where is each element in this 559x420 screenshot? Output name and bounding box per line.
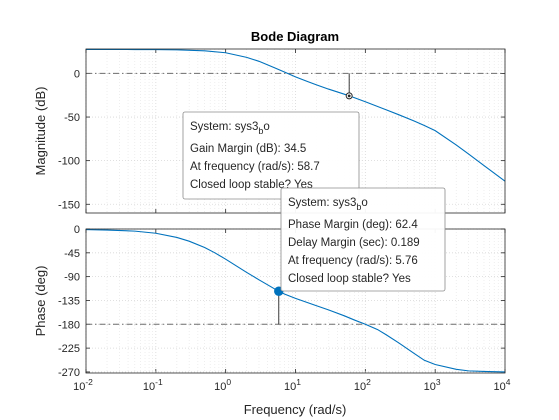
datatip-line: Delay Margin (sec): 0.189 [288,237,420,249]
x-tick-label: 10-1 [143,377,163,393]
datatip-system-label: System: sys3bo [190,121,270,136]
chart-title: Bode Diagram [251,29,339,44]
datatip-line: At frequency (rad/s): 58.7 [190,161,320,173]
datatip-line: Closed loop stable? Yes [288,273,411,285]
x-tick-label: 103 [424,377,441,393]
magnitude-y-tick-label: -50 [64,112,80,124]
datatip-line: Phase Margin (deg): 62.4 [288,219,418,231]
x-tick-label: 102 [354,377,371,393]
phase-y-tick-label: -90 [64,272,80,284]
phase-y-tick-label: -225 [58,343,80,355]
datatip-box [182,111,360,200]
phase-y-axis-label: Phase (deg) [33,266,48,337]
datatip-magnitude: System: sys3bo Gain Margin (dB): 34.5 At f… [182,111,360,200]
phase-y-tick-label: -270 [58,367,80,379]
phase-y-tick-label: -180 [58,319,80,331]
datatip-phase: System: sys3bo Phase Margin (deg): 62.4 De… [280,187,446,292]
phase-y-tick-label: 0 [74,224,80,236]
datatip-system-label: System: sys3bo [288,197,368,212]
x-tick-label: 10-2 [73,377,93,393]
magnitude-y-tick-label: -150 [58,199,80,211]
magnitude-y-axis-label: Magnitude (dB) [33,87,48,176]
magnitude-y-tick-label: 0 [74,68,80,80]
datatip-line: At frequency (rad/s): 5.76 [288,255,418,267]
x-axis-label: Frequency (rad/s) [244,402,347,417]
panel-phase: 0 -45 -90 -135 -180 -225 -270 Phase (deg) 10-2 10… [33,224,511,393]
x-tick-label: 101 [284,377,301,393]
phase-y-tick-label: -45 [64,248,80,260]
magnitude-margin-marker-dot [347,94,351,98]
datatip-line: Gain Margin (dB): 34.5 [190,143,306,155]
magnitude-series-line [85,48,506,182]
x-tick-label: 100 [214,377,231,393]
x-tick-label: 104 [494,377,511,393]
phase-series-line [85,228,506,373]
datatip-box [280,187,446,292]
phase-y-tick-label: -135 [58,295,80,307]
magnitude-y-tick-label: -100 [58,156,80,168]
